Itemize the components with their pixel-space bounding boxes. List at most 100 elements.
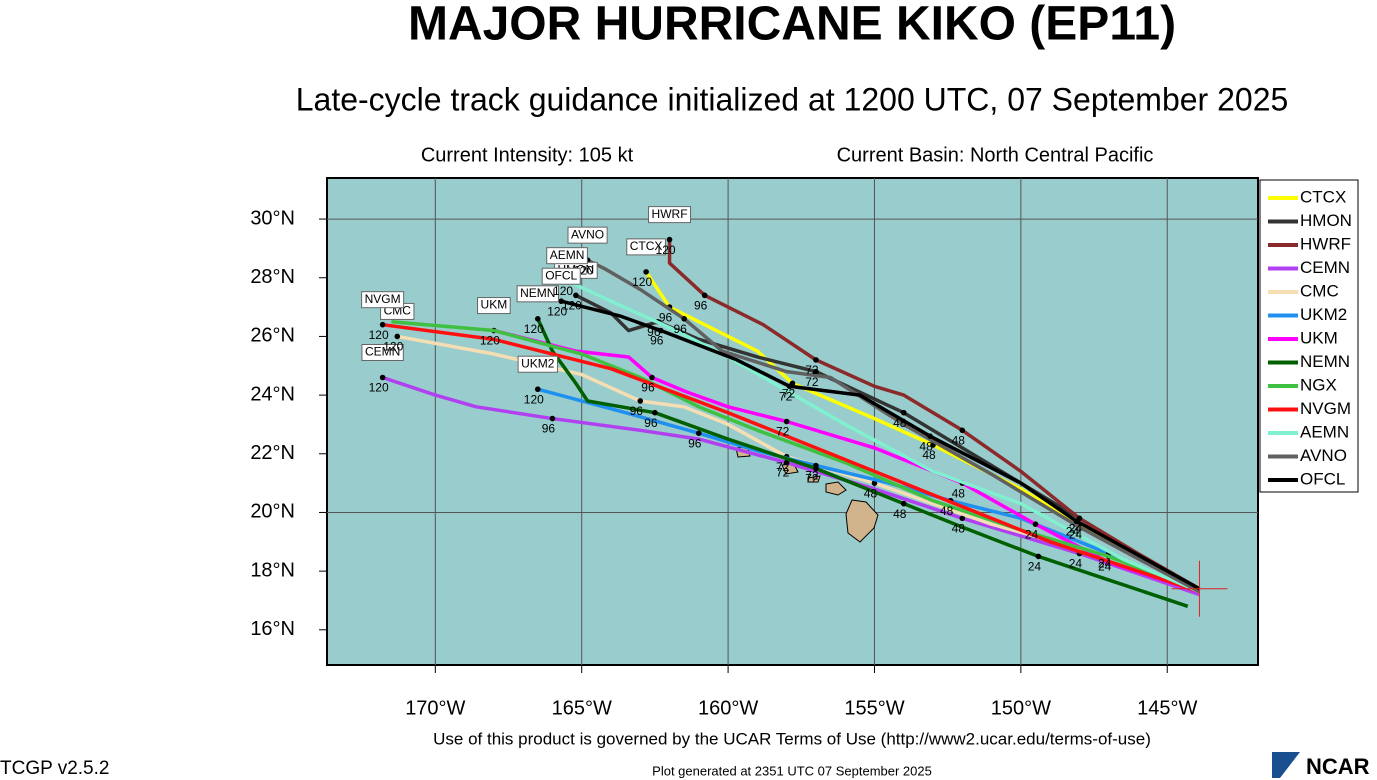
legend-label: CEMN bbox=[1300, 258, 1350, 277]
legend-label: HMON bbox=[1300, 211, 1352, 230]
logo: NCAR bbox=[1306, 754, 1370, 779]
tracks bbox=[379, 236, 1201, 608]
legend-label: HWRF bbox=[1300, 234, 1351, 253]
hour-label: 48 bbox=[919, 439, 933, 453]
y-tick-label: 28°N bbox=[250, 266, 295, 288]
track-point bbox=[1032, 521, 1039, 527]
hour-label: 96 bbox=[659, 310, 673, 324]
hour-label: 72 bbox=[805, 469, 819, 483]
track-point bbox=[549, 415, 556, 422]
track-point bbox=[959, 515, 966, 522]
hour-label: 24 bbox=[1066, 524, 1080, 538]
subtitle: Late-cycle track guidance initialized at… bbox=[296, 81, 1289, 117]
legend-label: AVNO bbox=[1300, 446, 1347, 465]
basin: Current Basin: North Central Pacific bbox=[837, 144, 1154, 166]
track-point bbox=[813, 465, 819, 472]
track-point bbox=[681, 316, 687, 322]
legend-box bbox=[1259, 179, 1359, 493]
x-tick-label: 150°W bbox=[991, 697, 1051, 719]
title: MAJOR HURRICANE KIKO (EP11) bbox=[408, 0, 1176, 51]
hour-label: 24 bbox=[1028, 560, 1042, 574]
generated: Plot generated at 2351 UTC 07 September … bbox=[652, 763, 932, 778]
track-point bbox=[701, 292, 708, 299]
track bbox=[566, 279, 1201, 594]
model-tag: NEMN bbox=[520, 286, 555, 300]
model-tag-box bbox=[626, 238, 666, 256]
hour-label: 96 bbox=[630, 404, 644, 418]
hour-label: 48 bbox=[922, 448, 936, 462]
hour-label: 120 bbox=[632, 275, 652, 289]
track bbox=[644, 270, 1201, 591]
model-tag: CEMN bbox=[365, 345, 400, 359]
track bbox=[493, 328, 1200, 594]
version: TCGP v2.5.2 bbox=[0, 758, 109, 779]
model-tag-box bbox=[567, 226, 608, 244]
model-tag-box bbox=[517, 355, 558, 373]
model-tag: HWRF bbox=[652, 207, 688, 221]
track-point bbox=[783, 459, 790, 466]
hour-label: 96 bbox=[673, 322, 687, 336]
molokai bbox=[807, 475, 821, 483]
maui bbox=[825, 481, 847, 496]
model-tag-box bbox=[648, 206, 692, 224]
hour-label: 48 bbox=[864, 486, 878, 500]
model-tag-box bbox=[541, 267, 581, 285]
hour-label: 72 bbox=[805, 363, 819, 377]
track-point bbox=[657, 327, 664, 334]
hour-label: 120 bbox=[656, 243, 676, 257]
y-tick-label: 26°N bbox=[250, 325, 295, 347]
track-point bbox=[696, 430, 702, 437]
model-tag: CTCX bbox=[630, 239, 663, 253]
track-point bbox=[649, 374, 655, 381]
hour-label: 96 bbox=[650, 334, 664, 348]
track bbox=[382, 322, 1201, 594]
legend-label: UKM2 bbox=[1300, 305, 1347, 324]
track-point bbox=[379, 374, 386, 381]
x-tick-label: 165°W bbox=[552, 697, 612, 719]
track bbox=[586, 258, 1201, 594]
track-point bbox=[573, 292, 579, 299]
track-point bbox=[813, 368, 819, 375]
hour-label: 72 bbox=[779, 389, 793, 403]
track-point bbox=[534, 386, 541, 393]
hour-label: 72 bbox=[782, 387, 796, 401]
x-tick-label: 160°W bbox=[698, 697, 758, 719]
hour-label: 48 bbox=[893, 507, 907, 521]
track bbox=[391, 320, 1201, 594]
hour-label: 48 bbox=[952, 433, 966, 447]
hour-label: 96 bbox=[688, 436, 702, 450]
track-point bbox=[786, 383, 793, 390]
hour-label: 24 bbox=[1069, 557, 1083, 571]
islands bbox=[735, 446, 879, 543]
hour-label: 120 bbox=[524, 322, 544, 336]
hour-label: 120 bbox=[553, 284, 573, 298]
hour-label: 96 bbox=[641, 381, 655, 395]
track-point bbox=[783, 418, 790, 425]
model-tag-box bbox=[477, 297, 511, 315]
track-point bbox=[900, 409, 907, 416]
x-tick-label: 155°W bbox=[844, 697, 904, 719]
track bbox=[537, 387, 1201, 594]
y-tick-label: 24°N bbox=[250, 383, 295, 405]
track-point bbox=[394, 333, 401, 340]
intensity: Current Intensity: 105 kt bbox=[421, 144, 634, 166]
hour-label: 96 bbox=[644, 416, 658, 430]
hour-label: 48 bbox=[940, 504, 954, 518]
hour-label: 48 bbox=[952, 486, 966, 500]
hour-label: 72 bbox=[776, 466, 790, 480]
model-tag: AVNO bbox=[571, 227, 604, 241]
hour-label: 120 bbox=[524, 392, 544, 406]
hour-label: 120 bbox=[383, 340, 403, 354]
hour-label: 72 bbox=[776, 425, 790, 439]
legend-label: NVGM bbox=[1300, 399, 1351, 418]
hour-label: 120 bbox=[369, 328, 389, 342]
model-tag: AEMN bbox=[550, 248, 585, 262]
hour-label: 48 bbox=[893, 416, 907, 430]
hour-label: 120 bbox=[369, 381, 389, 395]
legend-label: CMC bbox=[1300, 281, 1339, 300]
legend-label: NEMN bbox=[1300, 352, 1350, 371]
y-tick-label: 18°N bbox=[250, 559, 295, 581]
terms: Use of this product is governed by the U… bbox=[433, 729, 1151, 748]
track-point bbox=[643, 269, 649, 275]
